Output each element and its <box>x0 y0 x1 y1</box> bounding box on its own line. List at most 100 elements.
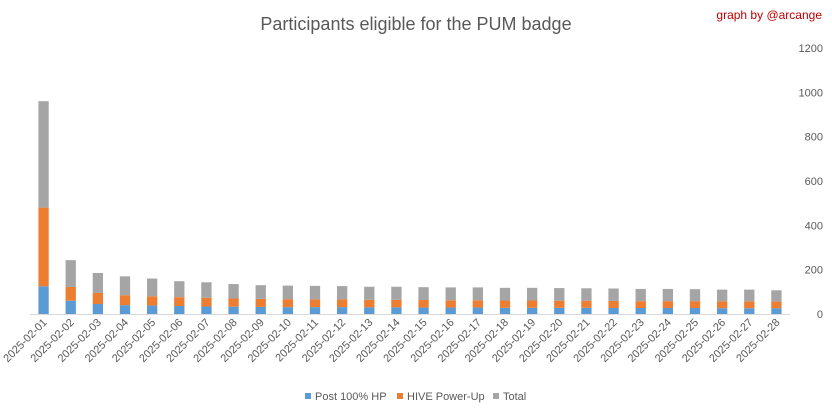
bar-segment-1-2025-02-28 <box>771 308 782 314</box>
bar-segment-2-2025-02-21 <box>581 300 592 308</box>
bar-segment-2-2025-02-18 <box>499 300 511 308</box>
bar-segment-1-2025-02-06 <box>174 306 185 314</box>
bar-segment-1-2025-02-17 <box>472 307 484 314</box>
legend-swatch-2 <box>397 393 403 399</box>
bar-segment-2-2025-02-20 <box>554 300 565 308</box>
bar-segment-1-2025-02-09 <box>255 306 266 314</box>
bar-segment-2-2025-02-08 <box>228 298 239 307</box>
bar-segment-2-2025-02-06 <box>174 297 185 307</box>
y-tick-label-800: 800 <box>805 132 823 144</box>
bar-segment-2-2025-02-10 <box>282 299 294 308</box>
bar-segment-1-2025-02-25 <box>689 308 701 314</box>
bar-segment-1-2025-02-04 <box>119 305 131 314</box>
bar-segment-3-2025-02-01 <box>38 101 49 208</box>
legend-label-1: Post 100% HP <box>315 391 387 403</box>
bar-segment-1-2025-02-07 <box>201 306 212 314</box>
bar-segment-3-2025-02-08 <box>228 284 239 299</box>
y-tick-label-400: 400 <box>805 220 823 232</box>
y-tick-label-600: 600 <box>805 176 823 188</box>
legend-item-2: HIVE Power-Up <box>397 391 485 403</box>
bar-segment-3-2025-02-23 <box>635 288 646 302</box>
bar-segment-3-2025-02-17 <box>472 287 484 301</box>
bar-segment-3-2025-02-19 <box>526 287 538 301</box>
legend-item-1: Post 100% HP <box>305 391 387 403</box>
bar-segment-1-2025-02-20 <box>554 307 565 314</box>
bar-segment-3-2025-02-11 <box>309 285 321 300</box>
bar-segment-3-2025-02-12 <box>336 286 348 300</box>
bar-segment-2-2025-02-05 <box>146 296 158 306</box>
bar-segment-3-2025-02-21 <box>581 288 592 301</box>
bar-segment-2-2025-02-25 <box>689 301 701 309</box>
bar-segment-2-2025-02-16 <box>445 300 456 308</box>
bar-segment-2-2025-02-14 <box>391 299 402 308</box>
bar-segment-1-2025-02-11 <box>309 307 321 314</box>
bar-segment-1-2025-02-21 <box>581 307 592 314</box>
bar-segment-3-2025-02-13 <box>364 286 375 300</box>
bar-segment-2-2025-02-15 <box>418 300 429 308</box>
bar-segment-3-2025-02-15 <box>418 287 429 301</box>
bar-segment-2-2025-02-19 <box>526 300 538 308</box>
x-axis-ticks: 2025-02-012025-02-022025-02-032025-02-04… <box>1 317 782 365</box>
bar-segment-3-2025-02-09 <box>255 285 266 299</box>
bar-segment-3-2025-02-06 <box>174 281 185 298</box>
y-tick-label-0: 0 <box>817 309 823 321</box>
bar-segment-1-2025-02-22 <box>608 308 619 314</box>
bar-segment-1-2025-02-18 <box>499 307 511 314</box>
bar-segment-1-2025-02-02 <box>65 300 76 314</box>
bar-segment-2-2025-02-07 <box>201 297 212 307</box>
bar-segment-2-2025-02-23 <box>635 301 646 309</box>
chart-title: Participants eligible for the PUM badge <box>260 14 571 34</box>
bar-segment-1-2025-02-13 <box>364 307 375 314</box>
bars-layer <box>38 101 782 314</box>
bar-segment-2-2025-02-26 <box>716 301 728 309</box>
bar-segment-3-2025-02-25 <box>689 289 701 302</box>
bar-segment-1-2025-02-12 <box>336 307 348 314</box>
bar-segment-1-2025-02-14 <box>391 307 402 314</box>
bar-segment-2-2025-02-22 <box>608 300 619 309</box>
bar-segment-2-2025-02-17 <box>472 300 484 308</box>
bar-segment-2-2025-02-04 <box>119 295 131 306</box>
bar-segment-2-2025-02-27 <box>744 301 755 309</box>
y-axis-ticks: 0 200 400 600 800 1000 1200 <box>799 43 823 321</box>
bar-segment-3-2025-02-05 <box>146 278 158 297</box>
y-tick-label-1000: 1000 <box>799 87 823 99</box>
bar-segment-1-2025-02-15 <box>418 307 429 314</box>
bar-segment-1-2025-02-24 <box>662 308 674 314</box>
bar-segment-2-2025-02-03 <box>92 292 104 305</box>
bar-segment-3-2025-02-07 <box>201 282 212 298</box>
bar-segment-3-2025-02-22 <box>608 288 619 301</box>
bar-segment-1-2025-02-01 <box>38 286 49 314</box>
bar-segment-3-2025-02-16 <box>445 287 456 301</box>
bar-segment-3-2025-02-03 <box>92 272 104 293</box>
bar-segment-3-2025-02-04 <box>119 276 131 296</box>
bar-segment-2-2025-02-09 <box>255 298 266 307</box>
bar-segment-3-2025-02-27 <box>744 289 755 302</box>
bar-segment-1-2025-02-10 <box>282 307 294 314</box>
bar-segment-3-2025-02-18 <box>499 287 511 301</box>
legend: Post 100% HP HIVE Power-Up Total <box>305 391 526 403</box>
bar-segment-1-2025-02-05 <box>146 305 158 314</box>
bar-segment-2-2025-02-28 <box>771 301 782 309</box>
bar-segment-2-2025-02-24 <box>662 301 674 309</box>
bar-segment-3-2025-02-14 <box>391 286 402 300</box>
bar-segment-2-2025-02-02 <box>65 286 76 301</box>
bar-segment-3-2025-02-26 <box>716 289 728 302</box>
bar-segment-1-2025-02-16 <box>445 307 456 314</box>
bar-segment-3-2025-02-28 <box>771 290 782 302</box>
legend-swatch-3 <box>493 393 499 399</box>
legend-label-2: HIVE Power-Up <box>407 391 485 403</box>
legend-item-3: Total <box>493 391 526 403</box>
bar-segment-2-2025-02-01 <box>38 207 49 287</box>
bar-segment-1-2025-02-19 <box>526 307 538 314</box>
chart-credit: graph by @arcange <box>716 8 822 22</box>
bar-segment-1-2025-02-23 <box>635 308 646 314</box>
bar-segment-1-2025-02-08 <box>228 306 239 314</box>
bar-segment-1-2025-02-03 <box>92 304 104 314</box>
bar-segment-1-2025-02-27 <box>744 308 755 314</box>
bar-segment-3-2025-02-02 <box>65 260 76 287</box>
bar-segment-3-2025-02-10 <box>282 285 294 300</box>
bar-segment-3-2025-02-20 <box>554 288 565 301</box>
bar-segment-2-2025-02-12 <box>336 299 348 308</box>
